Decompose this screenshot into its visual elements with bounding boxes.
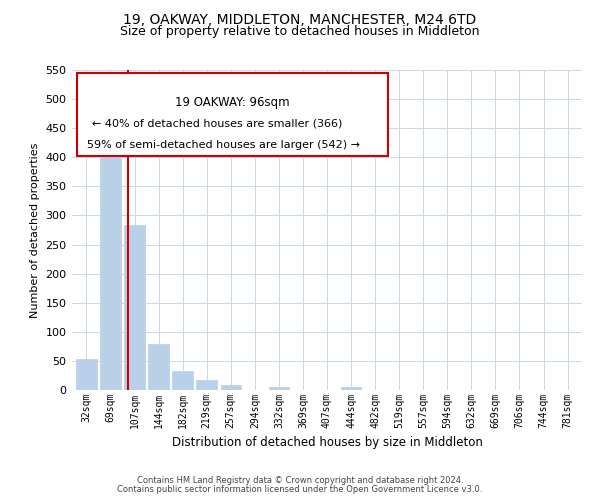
Text: Contains public sector information licensed under the Open Government Licence v3: Contains public sector information licen…	[118, 485, 482, 494]
Bar	[172, 372, 193, 390]
Text: 19, OAKWAY, MIDDLETON, MANCHESTER, M24 6TD: 19, OAKWAY, MIDDLETON, MANCHESTER, M24 6…	[124, 12, 476, 26]
FancyBboxPatch shape	[77, 73, 388, 156]
Text: ← 40% of detached houses are smaller (366): ← 40% of detached houses are smaller (36…	[92, 118, 343, 128]
Bar	[100, 128, 121, 390]
Bar	[148, 344, 169, 390]
Text: 19 OAKWAY: 96sqm: 19 OAKWAY: 96sqm	[175, 96, 290, 108]
Bar	[341, 387, 361, 390]
Text: 59% of semi-detached houses are larger (542) →: 59% of semi-detached houses are larger (…	[88, 140, 360, 150]
Bar	[76, 359, 97, 390]
X-axis label: Distribution of detached houses by size in Middleton: Distribution of detached houses by size …	[172, 436, 482, 450]
Bar	[196, 380, 217, 390]
Bar	[269, 386, 289, 390]
Bar	[124, 226, 145, 390]
Text: Contains HM Land Registry data © Crown copyright and database right 2024.: Contains HM Land Registry data © Crown c…	[137, 476, 463, 485]
Y-axis label: Number of detached properties: Number of detached properties	[30, 142, 40, 318]
Bar	[221, 385, 241, 390]
Text: Size of property relative to detached houses in Middleton: Size of property relative to detached ho…	[120, 25, 480, 38]
